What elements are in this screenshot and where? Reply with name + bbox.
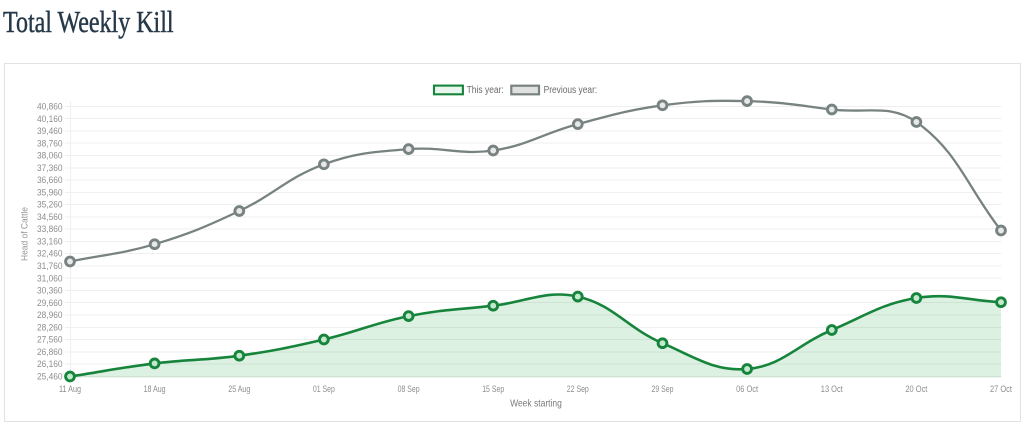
svg-text:35,260: 35,260: [37, 200, 63, 210]
svg-text:08 Sep: 08 Sep: [398, 384, 420, 394]
svg-text:31,760: 31,760: [37, 261, 63, 271]
svg-text:40,160: 40,160: [37, 114, 63, 124]
svg-text:35,960: 35,960: [37, 187, 63, 197]
svg-text:20 Oct: 20 Oct: [905, 384, 927, 394]
svg-text:06 Oct: 06 Oct: [736, 384, 758, 394]
svg-text:15 Sep: 15 Sep: [482, 384, 504, 394]
svg-text:29 Sep: 29 Sep: [652, 384, 674, 394]
svg-text:27,560: 27,560: [37, 335, 63, 345]
svg-text:37,360: 37,360: [37, 163, 63, 173]
svg-text:18 Aug: 18 Aug: [144, 384, 166, 394]
svg-text:33,160: 33,160: [37, 237, 63, 247]
svg-text:28,260: 28,260: [37, 322, 63, 332]
svg-text:Week starting: Week starting: [510, 399, 562, 410]
svg-text:27 Oct: 27 Oct: [990, 384, 1012, 394]
svg-text:This year:: This year:: [467, 85, 504, 96]
svg-text:32,460: 32,460: [37, 249, 63, 259]
svg-text:13 Oct: 13 Oct: [821, 384, 843, 394]
svg-text:38,060: 38,060: [37, 151, 63, 161]
svg-text:25,460: 25,460: [37, 371, 63, 381]
svg-text:40,860: 40,860: [37, 102, 63, 112]
svg-text:11 Aug: 11 Aug: [59, 384, 81, 394]
svg-text:01 Sep: 01 Sep: [313, 384, 335, 394]
svg-text:25 Aug: 25 Aug: [228, 384, 250, 394]
svg-text:34,560: 34,560: [37, 212, 63, 222]
svg-text:39,460: 39,460: [37, 126, 63, 136]
svg-text:22 Sep: 22 Sep: [567, 384, 589, 394]
svg-text:29,660: 29,660: [37, 298, 63, 308]
svg-text:26,860: 26,860: [37, 347, 63, 357]
svg-text:26,160: 26,160: [37, 359, 63, 369]
svg-text:Previous year:: Previous year:: [544, 85, 598, 96]
svg-text:33,860: 33,860: [37, 224, 63, 234]
svg-text:30,360: 30,360: [37, 286, 63, 296]
svg-text:28,960: 28,960: [37, 310, 63, 320]
svg-text:38,760: 38,760: [37, 138, 63, 148]
svg-text:Head of Cattle: Head of Cattle: [20, 207, 31, 261]
svg-text:31,060: 31,060: [37, 273, 63, 283]
svg-text:36,660: 36,660: [37, 175, 63, 185]
